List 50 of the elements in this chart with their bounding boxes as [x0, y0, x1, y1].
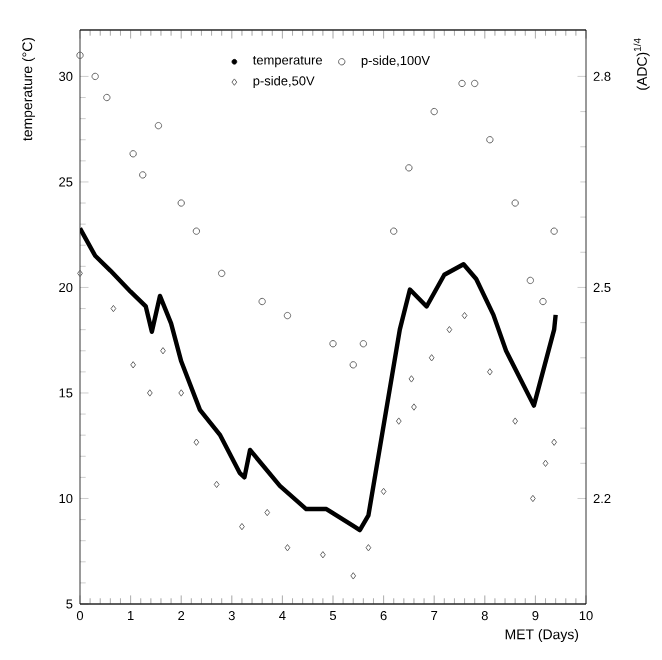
point	[213, 480, 220, 489]
point	[217, 269, 226, 278]
point	[139, 171, 147, 179]
point	[458, 79, 466, 88]
point	[512, 417, 519, 425]
point	[395, 417, 402, 425]
point	[77, 269, 83, 278]
point	[154, 121, 163, 130]
point	[178, 389, 185, 397]
point	[319, 551, 326, 559]
point	[359, 340, 368, 348]
point	[329, 340, 337, 348]
point	[471, 79, 479, 88]
point	[380, 487, 387, 496]
point	[551, 438, 558, 446]
point	[283, 311, 292, 320]
point	[529, 494, 536, 503]
point	[461, 311, 468, 320]
point	[446, 325, 453, 334]
point	[511, 199, 519, 207]
point	[193, 438, 200, 446]
point	[486, 368, 493, 376]
point	[550, 227, 558, 235]
point	[408, 375, 415, 383]
point	[405, 164, 413, 172]
point	[192, 227, 201, 235]
point	[390, 227, 398, 235]
point	[264, 508, 271, 517]
point	[539, 297, 547, 306]
point	[129, 150, 137, 158]
point	[349, 361, 357, 369]
point	[350, 572, 357, 580]
point	[146, 389, 153, 397]
point	[430, 107, 438, 116]
point	[258, 297, 266, 306]
point	[526, 276, 535, 285]
point	[103, 93, 111, 102]
point	[428, 354, 435, 362]
point	[284, 544, 291, 552]
point	[411, 403, 417, 411]
point	[160, 347, 166, 355]
point	[486, 136, 494, 144]
point	[542, 459, 549, 467]
point	[177, 199, 185, 207]
point	[239, 522, 245, 531]
point	[130, 361, 137, 369]
point	[76, 51, 84, 59]
point	[91, 72, 99, 81]
point	[110, 304, 117, 313]
point	[365, 544, 372, 552]
